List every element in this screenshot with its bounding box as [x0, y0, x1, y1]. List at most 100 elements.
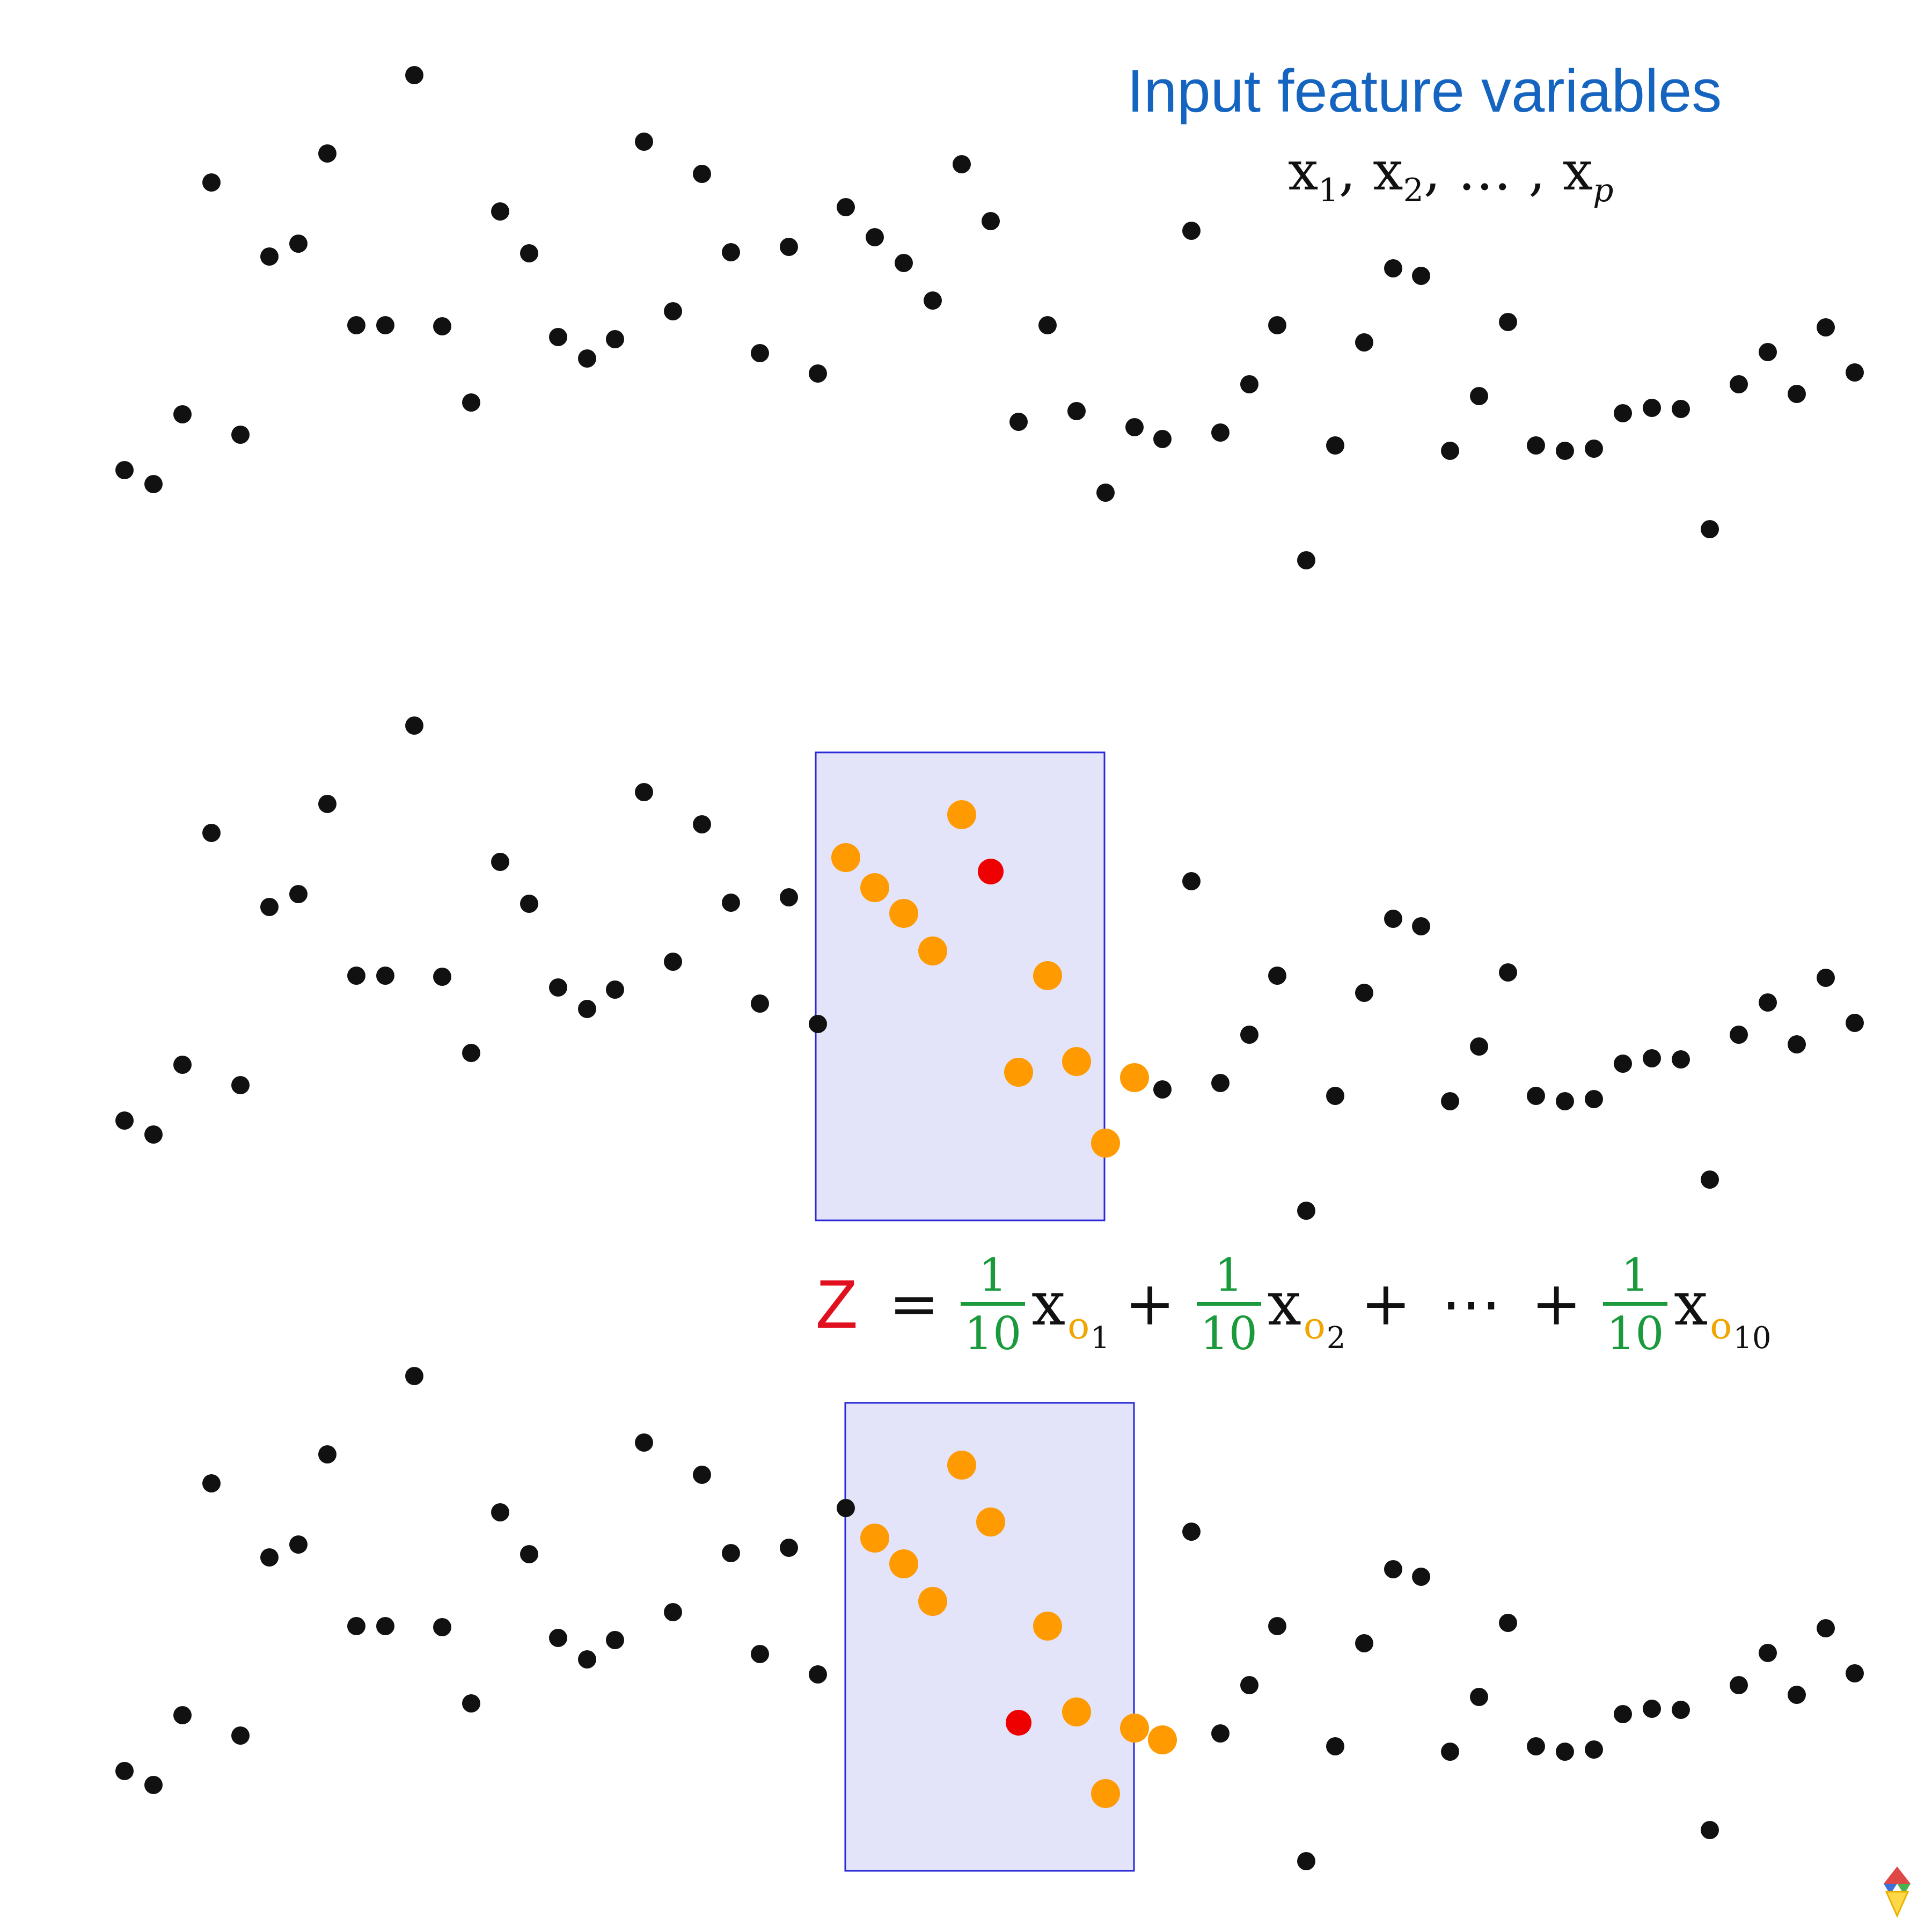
- data-point: [1643, 1700, 1661, 1718]
- data-point: [1211, 423, 1230, 442]
- coefficient-2: 1 10: [1196, 1253, 1261, 1356]
- data-point: [231, 1726, 250, 1745]
- data-point: [1355, 1634, 1373, 1652]
- data-point: [982, 212, 1000, 230]
- panel-all-points: [115, 66, 1864, 569]
- data-point: [1470, 1037, 1488, 1056]
- neighbor-point: [1062, 1697, 1091, 1726]
- data-point: [1297, 1202, 1315, 1220]
- data-point: [1182, 1523, 1201, 1541]
- neighbor-point: [860, 873, 889, 902]
- panel-window-1: [115, 716, 1864, 1221]
- data-point: [260, 1548, 279, 1567]
- data-point: [520, 244, 538, 262]
- var-x2: x2: [1373, 140, 1424, 209]
- data-point: [433, 317, 451, 335]
- data-point: [405, 1367, 423, 1385]
- data-point: [1585, 1090, 1603, 1108]
- neighbor-point: [1004, 1058, 1033, 1087]
- data-point: [202, 1474, 221, 1492]
- data-point: [433, 968, 451, 986]
- data-point: [318, 1445, 336, 1463]
- data-point: [1009, 413, 1028, 431]
- data-point: [1412, 267, 1430, 285]
- data-point: [1585, 440, 1603, 458]
- data-point: [1672, 1701, 1690, 1719]
- data-point: [1441, 1743, 1459, 1761]
- data-point: [405, 716, 423, 735]
- coefficient-1: 1 10: [961, 1253, 1026, 1356]
- neighbor-point: [1120, 1063, 1149, 1092]
- data-point: [376, 316, 394, 334]
- data-point: [405, 66, 423, 84]
- data-point: [1499, 1614, 1517, 1632]
- term-10: x o 10: [1674, 1269, 1772, 1356]
- data-point: [491, 1503, 509, 1521]
- neighbor-point: [947, 800, 976, 829]
- data-point: [231, 426, 250, 444]
- data-point: [347, 967, 365, 985]
- data-point: [231, 1076, 250, 1094]
- data-point: [722, 1544, 740, 1562]
- data-point: [1470, 387, 1488, 405]
- neighbor-point: [947, 1451, 976, 1480]
- data-point: [289, 235, 308, 253]
- data-point: [1527, 1087, 1545, 1105]
- equals-sign: =: [889, 1269, 940, 1339]
- data-point: [837, 1499, 855, 1517]
- neighbor-point: [1120, 1714, 1149, 1743]
- data-point: [1441, 1092, 1459, 1110]
- data-point: [1326, 436, 1344, 455]
- data-point: [1268, 967, 1286, 985]
- data-point: [1846, 363, 1864, 382]
- data-point: [1556, 442, 1574, 460]
- data-point: [1730, 1676, 1748, 1694]
- data-point: [1412, 917, 1430, 935]
- feature-variables: x1, x2, … , xp: [1288, 140, 1614, 209]
- data-point: [173, 1056, 192, 1074]
- data-point: [1730, 375, 1748, 393]
- data-point: [1817, 318, 1835, 336]
- data-point: [1614, 1705, 1632, 1723]
- data-point: [1701, 1821, 1719, 1839]
- neighbor-point: [918, 1587, 947, 1616]
- data-point: [606, 330, 624, 348]
- data-point: [664, 302, 682, 320]
- data-point: [1125, 418, 1144, 436]
- data-point: [144, 1125, 163, 1144]
- data-point: [549, 328, 567, 346]
- data-point: [1384, 910, 1402, 928]
- data-point: [491, 202, 509, 221]
- data-point: [1527, 1737, 1545, 1755]
- data-point: [1355, 984, 1373, 1002]
- data-point: [722, 894, 740, 912]
- data-point: [1412, 1568, 1430, 1586]
- data-point: [1297, 551, 1315, 569]
- data-point: [1730, 1026, 1748, 1044]
- data-point: [1788, 1035, 1806, 1053]
- plus-sign: +: [1531, 1269, 1582, 1339]
- data-point: [433, 1618, 451, 1636]
- data-point: [1614, 1055, 1632, 1073]
- data-point: [289, 885, 308, 903]
- z-variable: Z: [816, 1265, 858, 1343]
- data-point: [837, 198, 855, 216]
- data-point: [1182, 222, 1201, 240]
- logo-icon: [1884, 1867, 1911, 1918]
- data-point: [1846, 1664, 1864, 1682]
- plus-sign: +: [1124, 1269, 1175, 1339]
- data-point: [1240, 1026, 1258, 1044]
- data-point: [1527, 436, 1545, 455]
- neighbor-point: [976, 1507, 1005, 1536]
- data-point: [780, 1539, 798, 1557]
- data-point: [1585, 1740, 1603, 1759]
- data-point: [173, 405, 192, 423]
- neighbor-point: [1033, 1612, 1062, 1641]
- panel-window-2: [115, 1367, 1864, 1872]
- data-point: [751, 994, 769, 1013]
- data-point: [1211, 1074, 1230, 1092]
- data-point: [1672, 1050, 1690, 1069]
- neighbor-point: [1091, 1779, 1120, 1808]
- data-point: [1326, 1087, 1344, 1105]
